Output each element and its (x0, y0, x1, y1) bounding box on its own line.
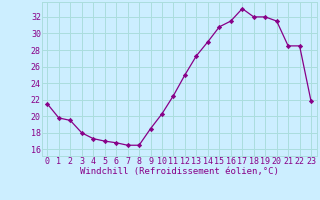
X-axis label: Windchill (Refroidissement éolien,°C): Windchill (Refroidissement éolien,°C) (80, 167, 279, 176)
